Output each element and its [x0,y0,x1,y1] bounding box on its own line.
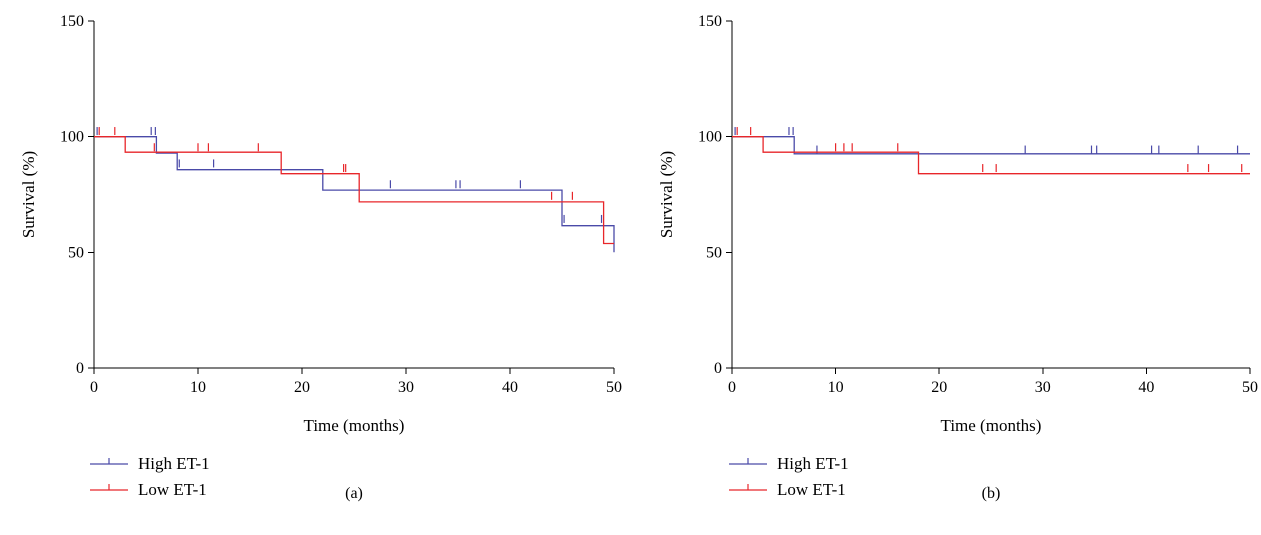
x-tick-label: 10 [190,379,206,396]
x-tick-label: 30 [398,379,414,396]
x-tick-label: 0 [728,379,736,396]
series-line-high [732,136,1250,155]
series-line-high [94,136,615,253]
y-tick-label: 100 [60,129,84,146]
legend-label-low: Low ET-1 [777,480,846,499]
series-line-low [94,136,614,245]
y-axis-title: Survival (%) [19,151,38,238]
x-tick-label: 40 [1138,379,1154,396]
panel-b: 0 10 20 30 40 50 0 50 100 150 Time (months) Surviva… [657,13,1258,502]
x-tick-label: 40 [502,379,518,396]
x-axis-title: Time (months) [941,416,1042,435]
y-tick-label: 0 [714,360,722,377]
x-tick-label: 20 [931,379,947,396]
y-tick-label: 150 [698,13,722,30]
x-tick-label: 0 [90,379,98,396]
legend-label-high: High ET-1 [138,454,210,473]
y-tick-label: 100 [698,129,722,146]
y-axis-title: Survival (%) [657,151,676,238]
panel-label: (a) [345,485,363,502]
legend-label-high: High ET-1 [777,454,849,473]
x-tick-label: 50 [1242,379,1258,396]
y-tick-label: 150 [60,13,84,30]
y-tick-label: 50 [706,244,722,261]
y-tick-label: 0 [76,360,84,377]
panel-label: (b) [982,485,1001,502]
x-tick-label: 50 [606,379,622,396]
y-tick-label: 50 [68,244,84,261]
series-line-low [732,136,1250,175]
x-tick-label: 30 [1035,379,1051,396]
x-tick-label: 20 [294,379,310,396]
panel-a: 0 10 20 30 40 50 0 50 100 150 Time (months) Surviva… [19,13,622,502]
legend-label-low: Low ET-1 [138,480,207,499]
x-tick-label: 10 [828,379,844,396]
x-axis-title: Time (months) [304,416,405,435]
